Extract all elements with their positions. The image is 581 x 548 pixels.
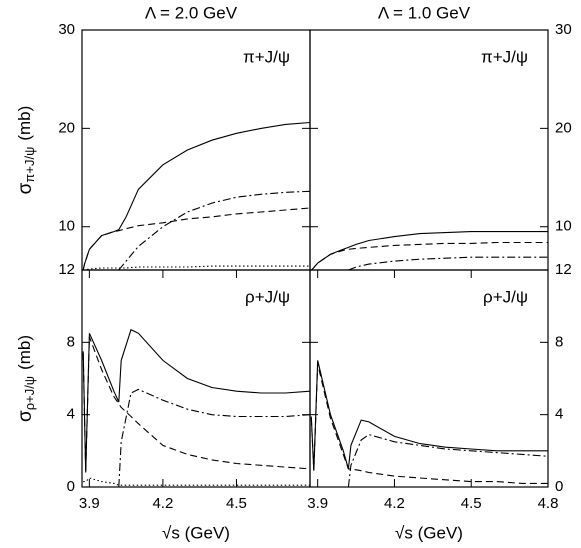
series-line	[82, 207, 310, 270]
y-label-sub: π+J/ψ	[22, 147, 37, 183]
x-axis-label: √s (GeV)	[162, 523, 230, 542]
x-tick-label: 4.5	[226, 495, 247, 512]
y-tick-label: 10	[58, 218, 75, 235]
x-tick-label: 4.2	[152, 495, 173, 512]
series-line	[310, 231, 548, 270]
series-line	[82, 121, 310, 270]
y-tick-label: 10	[555, 218, 572, 235]
series-line	[118, 190, 310, 270]
y-tick-label: 8	[555, 333, 563, 350]
y-tick-label: 30	[58, 21, 75, 38]
annotation: ρ+J/ψ	[245, 287, 290, 306]
x-tick-label: 4.2	[384, 495, 405, 512]
y-tick-label: 0	[67, 478, 75, 495]
series-line	[310, 360, 548, 471]
y-tick-label: 20	[58, 119, 75, 136]
series-line	[82, 336, 310, 473]
x-tick-label: 4.8	[538, 495, 559, 512]
x-tick-label: 3.9	[307, 495, 328, 512]
y-label-symbol: σ	[15, 182, 36, 194]
y-tick-label: 4	[555, 406, 563, 423]
annotation: π+J/ψ	[243, 47, 290, 66]
x-axis-label: √s (GeV)	[395, 523, 463, 542]
y-axis-label: σρ+J/ψ (mb)	[15, 335, 37, 422]
y-tick-label: 8	[67, 333, 75, 350]
x-tick-label: 4.5	[461, 495, 482, 512]
y-label-unit: (mb)	[15, 335, 34, 370]
y-tick-label: 0	[555, 478, 563, 495]
y-tick-label: 12	[555, 261, 572, 278]
y-label-unit: (mb)	[15, 106, 34, 141]
series-line	[348, 256, 548, 270]
y-tick-label: 30	[555, 21, 572, 38]
series-line	[310, 363, 548, 484]
panel-frame	[309, 269, 549, 488]
y-tick-label: 12	[58, 261, 75, 278]
y-label-symbol: σ	[15, 410, 36, 422]
annotation: π+J/ψ	[481, 47, 528, 66]
series-line	[83, 477, 310, 486]
x-tick-label: 3.9	[79, 495, 100, 512]
series-line	[118, 388, 310, 487]
annotation: ρ+J/ψ	[483, 287, 528, 306]
y-axis-label: σπ+J/ψ (mb)	[15, 106, 37, 195]
y-label-sub: ρ+J/ψ	[22, 376, 37, 410]
y-tick-label: 4	[67, 406, 75, 423]
series-line	[310, 241, 548, 270]
chart-title: Λ = 2.0 GeV	[145, 3, 238, 22]
series-line	[347, 433, 548, 487]
chart-title: Λ = 1.0 GeV	[378, 3, 471, 22]
series-line	[82, 328, 310, 473]
y-tick-label: 20	[555, 119, 572, 136]
